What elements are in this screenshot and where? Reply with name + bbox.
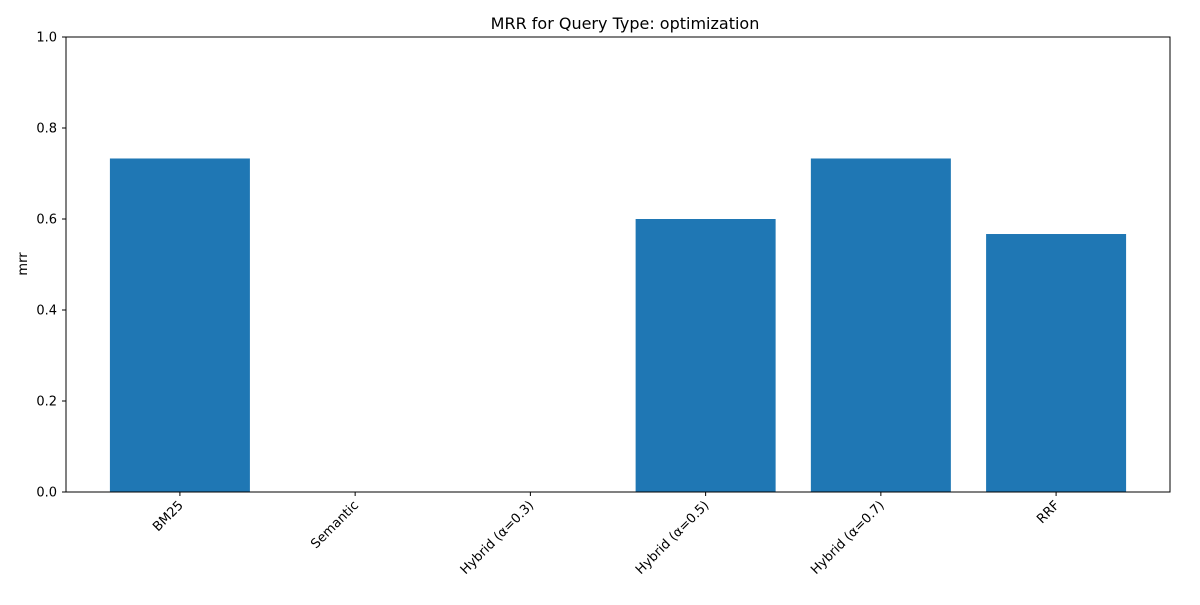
bars-group xyxy=(109,158,1127,493)
x-tick-label: RRF xyxy=(1034,498,1063,527)
x-tick-label: Semantic xyxy=(308,498,362,552)
y-tick-label: 0.8 xyxy=(36,122,57,137)
x-tick-label: BM25 xyxy=(150,498,187,535)
y-axis: 0.0 0.2 0.4 0.6 0.8 1.0 xyxy=(36,31,66,501)
y-tick-label: 0.2 xyxy=(36,395,57,410)
bar-3 xyxy=(635,219,776,492)
x-tick-label: Hybrid (α=0.7) xyxy=(808,498,887,577)
x-tick-label: Hybrid (α=0.3) xyxy=(458,498,537,577)
bar-4 xyxy=(810,158,951,493)
x-tick-label: Hybrid (α=0.5) xyxy=(633,498,712,577)
plot-frame xyxy=(65,36,1171,493)
y-tick-label: 0.6 xyxy=(36,213,57,228)
y-axis-label: mrr xyxy=(16,252,31,276)
y-tick-label: 1.0 xyxy=(36,31,57,46)
chart-title: MRR for Query Type: optimization xyxy=(491,14,760,33)
bar-0 xyxy=(109,158,250,493)
y-tick-label: 0.0 xyxy=(36,486,57,501)
y-tick-label: 0.4 xyxy=(36,304,57,319)
bar-5 xyxy=(986,234,1127,492)
x-axis: BM25 Semantic Hybrid (α=0.3) Hybrid (α=0.5)… xyxy=(150,492,1063,578)
